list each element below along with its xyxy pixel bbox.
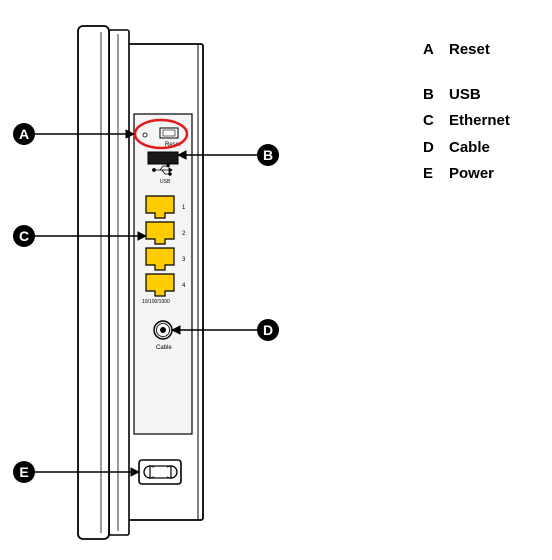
legend-letter: C [423, 113, 449, 130]
legend-row-d: DCable [423, 140, 510, 157]
legend-row-c: CEthernet [423, 113, 510, 130]
callout-marker-a: A [13, 123, 35, 145]
legend-row-b: BUSB [423, 87, 510, 104]
legend-label: Cable [449, 140, 490, 157]
svg-text:USB: USB [160, 179, 171, 185]
callout-marker-d: D [257, 319, 279, 341]
legend-label: Ethernet [449, 113, 510, 130]
legend-letter: E [423, 166, 449, 183]
callout-marker-e: E [13, 461, 35, 483]
legend-label: Power [449, 166, 494, 183]
legend-row-e: EPower [423, 166, 510, 183]
callout-marker-b: B [257, 144, 279, 166]
callout-marker-c: C [13, 225, 35, 247]
legend-letter: D [423, 140, 449, 157]
legend-row-a: AReset [423, 42, 510, 59]
svg-text:Cable: Cable [156, 345, 172, 351]
legend: AResetBUSBCEthernetDCableEPower [423, 42, 510, 183]
svg-text:10/100/1000: 10/100/1000 [142, 299, 170, 305]
legend-label: USB [449, 87, 481, 104]
legend-letter: B [423, 87, 449, 104]
legend-label: Reset [449, 42, 490, 59]
legend-letter: A [423, 42, 449, 59]
